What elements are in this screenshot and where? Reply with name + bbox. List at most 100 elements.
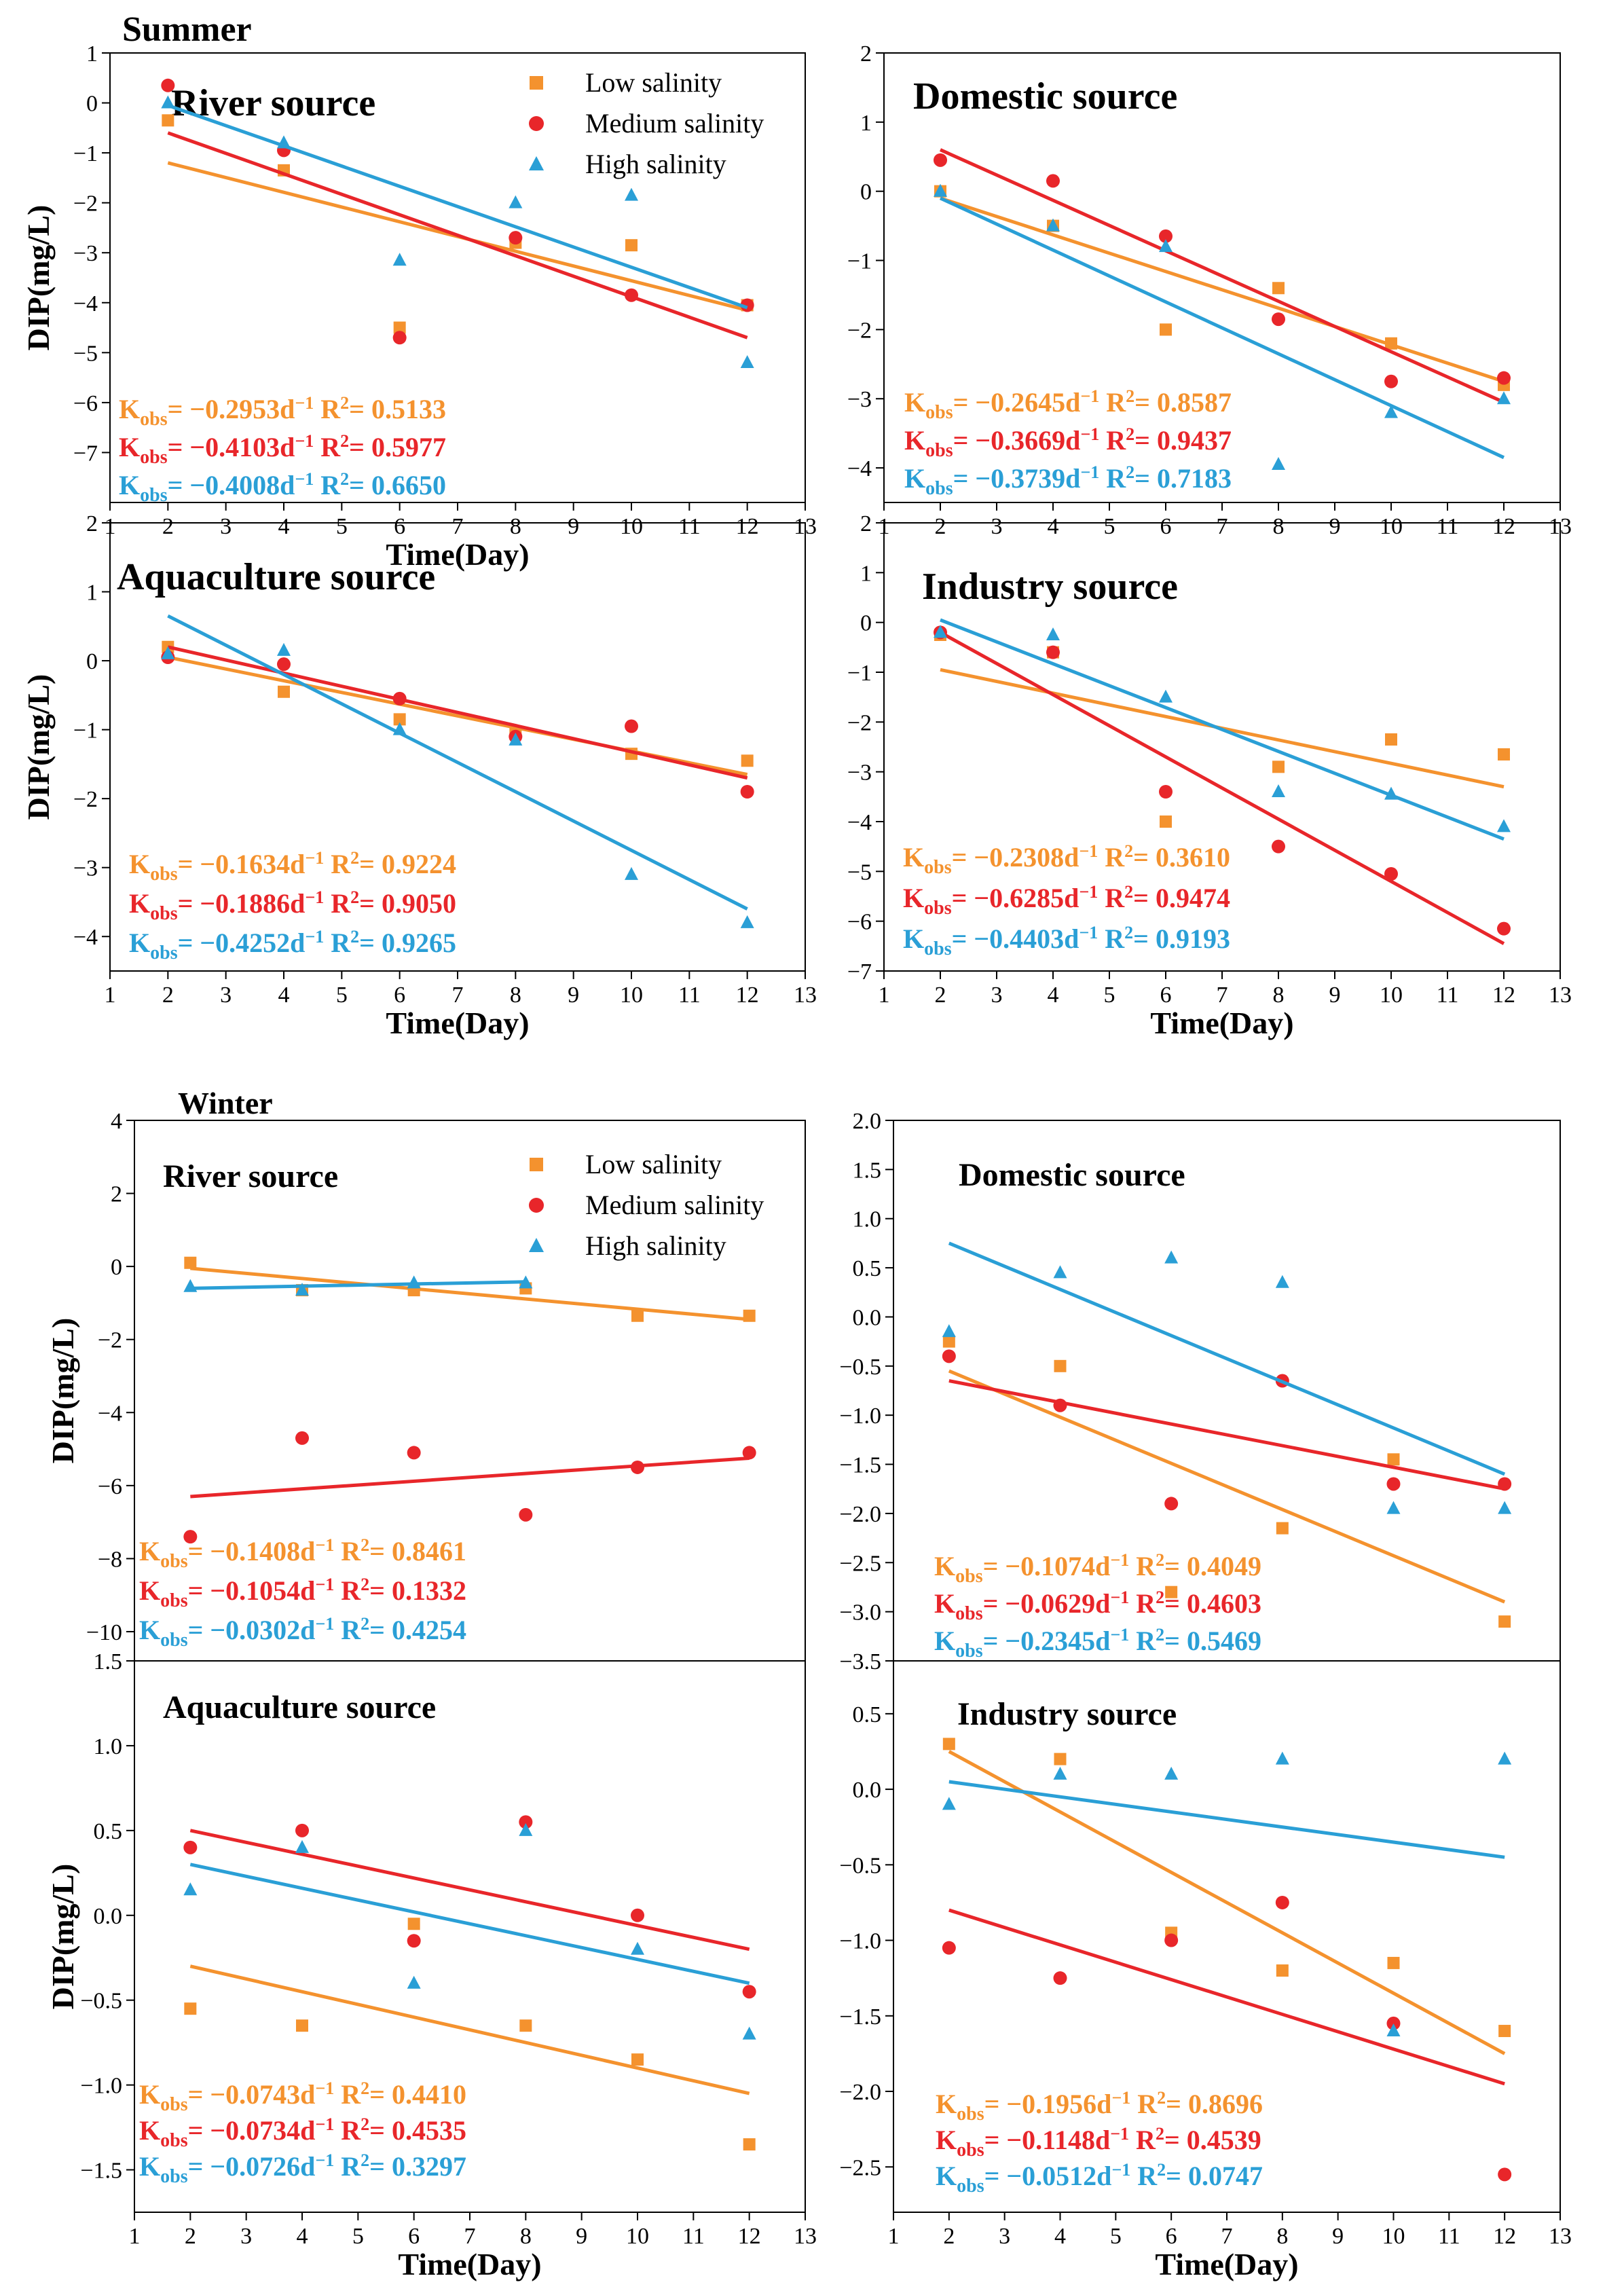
fit-line xyxy=(939,631,1505,945)
fit-line xyxy=(190,1456,750,1499)
x-tick-label: 11 xyxy=(1437,983,1459,1008)
legend-label: Medium salinity xyxy=(585,1190,764,1220)
y-tick-label: −2.0 xyxy=(839,2080,881,2105)
y-tick-label: −1.0 xyxy=(80,2074,122,2099)
data-point-square xyxy=(1387,1453,1400,1466)
chart-winter-river: 4 2 0 −2 −4 −6 −8 −10 DIP(mg/L) River source Kobs=… xyxy=(45,1109,806,1662)
kobs-annotation: Kobs= −0.2953d−1 R2= 0.5133 xyxy=(119,393,446,430)
x-tick-label: 7 xyxy=(1217,514,1228,539)
x-tick-label: 6 xyxy=(1166,2224,1177,2249)
data-point-circle xyxy=(183,1840,198,1854)
data-point-square xyxy=(741,754,754,767)
data-point-square xyxy=(1498,2025,1511,2038)
series-high xyxy=(934,183,1511,470)
series-medium xyxy=(942,1895,1512,2182)
data-point-triangle xyxy=(295,1839,309,1853)
x-tick-label: 5 xyxy=(352,2224,364,2249)
fit-line xyxy=(939,148,1505,404)
kobs-annotation: Kobs= −0.4008d−1 R2= 0.6650 xyxy=(119,469,446,506)
legend-marker xyxy=(530,76,543,90)
fit-line xyxy=(190,1280,526,1290)
x-axis-label: Time(Day) xyxy=(386,1006,529,1040)
panel-title: River source xyxy=(163,1158,338,1194)
y-tick-label: −3.5 xyxy=(839,1649,881,1674)
y-tick-label: 1 xyxy=(86,41,98,67)
y-tick-label: 0 xyxy=(860,611,872,636)
x-tick-label: 1 xyxy=(888,2224,900,2249)
series-high xyxy=(934,618,1511,841)
series-medium xyxy=(934,148,1511,404)
y-tick-label: −0.5 xyxy=(839,1355,881,1380)
series-low xyxy=(934,185,1510,391)
x-tick-label: 4 xyxy=(278,514,290,539)
series-medium xyxy=(183,1431,756,1544)
y-tick-label: −1.5 xyxy=(839,1453,881,1478)
y-tick-label: −2 xyxy=(847,710,872,735)
x-tick-label: 4 xyxy=(1048,514,1059,539)
fit-line xyxy=(948,1241,1506,1476)
y-tick-label: 2 xyxy=(860,511,872,536)
data-point-circle xyxy=(407,1934,421,1948)
fit-line xyxy=(189,1964,750,2095)
y-tick-label: −10 xyxy=(86,1620,122,1645)
data-point-triangle xyxy=(625,187,638,201)
y-tick-label: −1.5 xyxy=(839,2004,881,2030)
data-point-circle xyxy=(183,1530,198,1544)
data-point-triangle xyxy=(1164,1250,1179,1264)
x-tick-label: 11 xyxy=(1438,2224,1460,2249)
y-tick-label: −5 xyxy=(847,860,872,885)
kobs-annotation: Kobs= −0.6285d−1 R2= 0.9474 xyxy=(903,882,1230,919)
fit-line xyxy=(167,131,748,340)
y-tick-label: 0 xyxy=(86,92,98,117)
x-tick-label: 9 xyxy=(1329,514,1341,539)
data-point-triangle xyxy=(392,722,407,735)
legend: Low salinity Medium salinity High salinity xyxy=(529,1149,764,1261)
kobs-annotation: Kobs= −0.0302d−1 R2= 0.4254 xyxy=(139,1614,466,1651)
season-label-summer: Summer xyxy=(122,10,252,49)
series-low xyxy=(942,1738,1511,2055)
y-tick-label: 1.5 xyxy=(94,1649,123,1674)
data-point-circle xyxy=(625,719,638,733)
x-tick-label: 6 xyxy=(408,2224,420,2249)
kobs-annotation: Kobs= −0.1148d−1 R2= 0.4539 xyxy=(936,2124,1261,2161)
x-tick-label: 5 xyxy=(1104,514,1115,539)
data-point-triangle xyxy=(509,732,523,746)
x-tick-label: 11 xyxy=(1437,514,1459,539)
data-point-triangle xyxy=(1386,2023,1401,2037)
data-point-circle xyxy=(1497,921,1511,936)
data-point-circle xyxy=(740,785,754,799)
series-high xyxy=(942,1751,1512,2037)
fit-line xyxy=(948,1780,1505,1859)
x-tick-label: 7 xyxy=(452,514,464,539)
data-point-square xyxy=(393,321,406,334)
data-point-circle xyxy=(742,1446,756,1460)
data-point-circle xyxy=(625,288,638,302)
y-tick-label: −5 xyxy=(73,341,98,366)
chart-winter-industry: 0.50.0−0.5−1.0−1.5−2.0−2.51 2 3 4 5 6 7 8 9 10 11 1… xyxy=(839,1660,1572,2281)
data-point-square xyxy=(184,1256,197,1269)
fit-line xyxy=(167,103,748,310)
kobs-annotation: Kobs= −0.2345d−1 R2= 0.5469 xyxy=(934,1625,1261,1662)
kobs-annotation: Kobs= −0.0734d−1 R2= 0.4535 xyxy=(139,2114,466,2151)
x-tick-label: 9 xyxy=(568,983,579,1008)
kobs-annotation: Kobs= −0.2645d−1 R2= 0.8587 xyxy=(904,386,1232,423)
y-tick-label: −7 xyxy=(847,959,872,985)
kobs-annotation: Kobs= −0.4252d−1 R2= 0.9265 xyxy=(129,927,456,964)
data-point-triangle xyxy=(740,355,754,369)
x-tick-label: 11 xyxy=(682,2224,705,2249)
y-tick-label: −2 xyxy=(847,318,872,343)
y-tick-label: −2.0 xyxy=(839,1502,881,1527)
y-tick-label: 0.0 xyxy=(853,1305,882,1330)
season-label-winter: Winter xyxy=(178,1086,273,1120)
data-point-circle xyxy=(392,331,407,345)
x-tick-label: 5 xyxy=(336,514,348,539)
chart-winter-aquaculture: 1.51.00.50.0−0.5−1.0−1.51 2 3 4 5 6 7 8 9 10 11 12 1… xyxy=(45,1649,817,2281)
data-point-triangle xyxy=(1159,689,1173,703)
x-tick-label: 10 xyxy=(620,983,643,1008)
x-tick-label: 12 xyxy=(736,514,759,539)
legend-label: Low salinity xyxy=(585,1149,722,1179)
y-tick-label: −3 xyxy=(847,760,872,786)
data-point-circle xyxy=(519,1507,533,1522)
fit-line xyxy=(948,1908,1505,2086)
data-point-square xyxy=(393,713,406,726)
